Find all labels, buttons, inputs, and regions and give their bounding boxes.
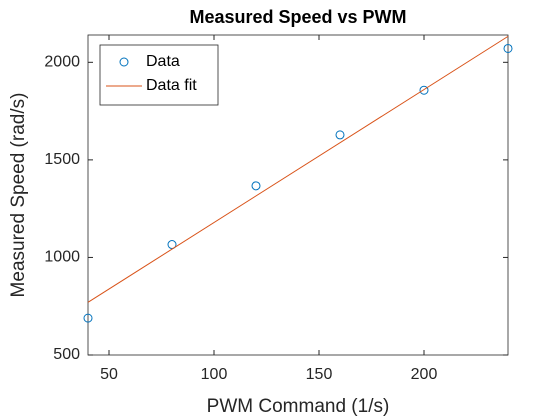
y-tick-label: 2000 xyxy=(44,54,80,71)
y-tick-label: 1500 xyxy=(44,151,80,168)
x-tick-label: 150 xyxy=(306,366,333,383)
data-point xyxy=(335,130,345,140)
x-tick-label: 200 xyxy=(411,366,438,383)
legend-marker xyxy=(119,57,129,67)
chart-title: Measured Speed vs PWM xyxy=(189,7,406,27)
legend-box xyxy=(99,44,219,106)
data-point xyxy=(503,43,513,53)
x-tick-label: 100 xyxy=(201,366,228,383)
legend-label: Data fit xyxy=(146,77,197,94)
data-point xyxy=(83,313,93,323)
y-tick-label: 1000 xyxy=(44,249,80,266)
data-point xyxy=(251,181,261,191)
fit-line xyxy=(87,35,509,303)
data-point xyxy=(419,85,429,95)
x-tick-label: 50 xyxy=(100,366,118,383)
x-axis-label: PWM Command (1/s) xyxy=(207,396,390,417)
y-axis-label: Measured Speed (rad/s) xyxy=(8,93,29,298)
y-tick-label: 500 xyxy=(53,346,80,363)
legend-label: Data xyxy=(146,53,180,70)
